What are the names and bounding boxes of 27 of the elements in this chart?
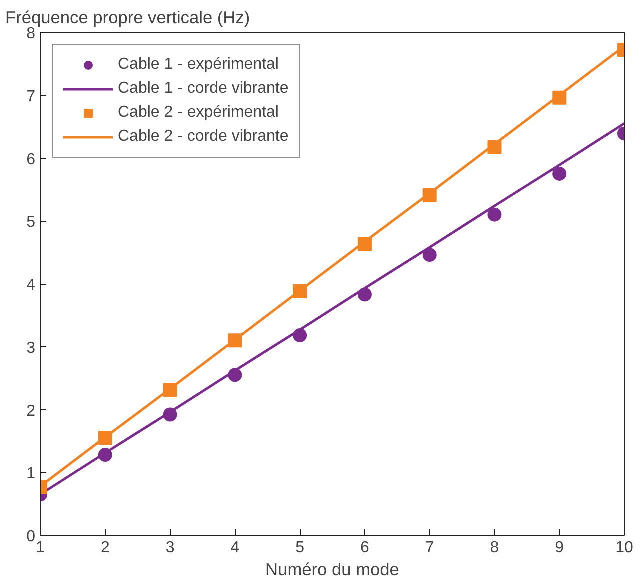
y-tick-label: 2 — [26, 402, 36, 420]
y-tick-label: 1 — [26, 466, 36, 483]
x-tick-label: 5 — [296, 540, 305, 556]
y-tick-label: 4 — [26, 277, 36, 294]
point — [422, 248, 437, 262]
y-tick-label: 5 — [26, 214, 36, 232]
x-tick-label: 7 — [425, 540, 434, 556]
point — [552, 166, 567, 181]
legend-label: Cable 2 - expérimental — [118, 104, 279, 122]
point — [488, 208, 502, 222]
x-tick-label: 9 — [555, 540, 564, 556]
legend-label: Cable 1 - expérimental — [118, 56, 279, 74]
y-tick-label: 3 — [26, 340, 36, 357]
x-tick-label: 10 — [616, 540, 634, 556]
y-tick-label: 6 — [26, 151, 36, 168]
x-axis-title: Numéro du mode — [266, 560, 400, 580]
y-tick-label: 0 — [26, 528, 36, 546]
y-tick-label: 8 — [26, 26, 36, 42]
y-axis-title: Fréquence propre verticale (Hz) — [6, 8, 250, 28]
x-tick-label: 4 — [230, 540, 240, 556]
legend-label: Cable 2 - corde vibrante — [118, 128, 289, 146]
x-tick-label: 2 — [100, 540, 110, 556]
legend-label: Cable 1 - corde vibrante — [118, 80, 289, 98]
y-tick-label: 7 — [26, 88, 36, 106]
x-tick-label: 8 — [490, 540, 500, 556]
x-tick-label: 6 — [360, 540, 370, 556]
x-tick-label: 3 — [166, 540, 175, 556]
